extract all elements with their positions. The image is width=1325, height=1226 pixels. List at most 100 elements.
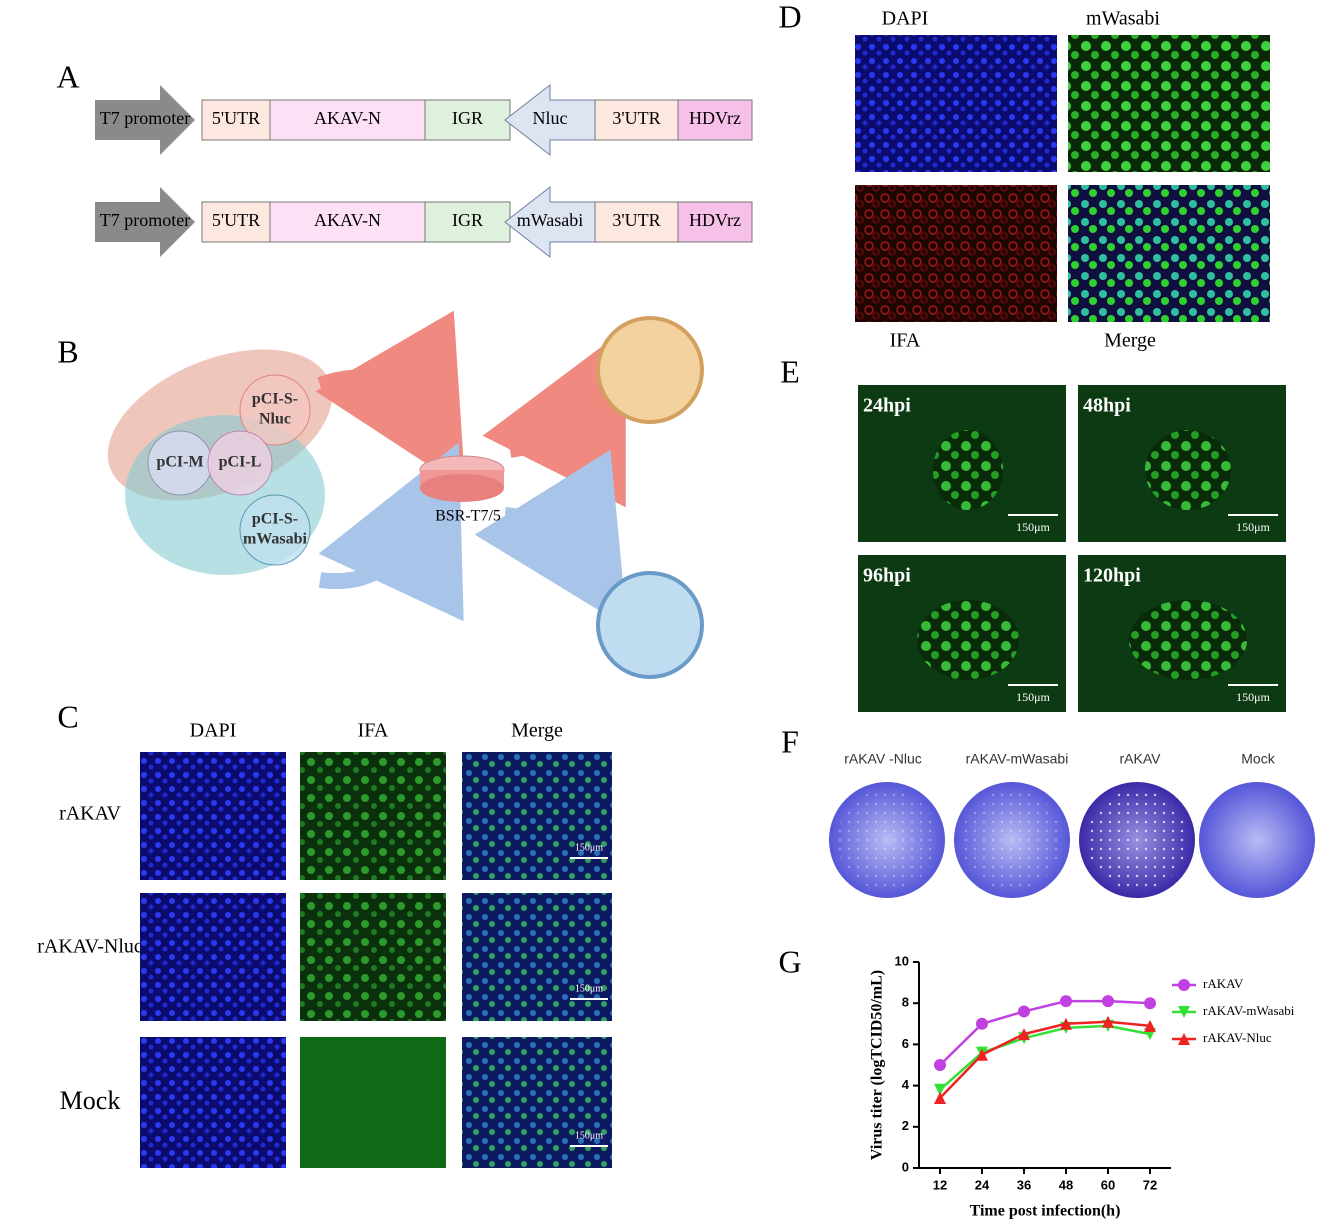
plasmid-label: pCI-M [156, 454, 203, 471]
scale-bar-label: 150μm [1236, 520, 1270, 534]
scale-bar-label: 150μm [1236, 690, 1270, 704]
series-line [939, 1024, 1151, 1091]
gene-box [269, 99, 426, 141]
gene-label: AKAV-N [314, 210, 381, 230]
timepoint-label: 96hpi [863, 565, 911, 587]
row-label: rAKAV [59, 803, 121, 825]
x-axis-label: Time post infection(h) [970, 1203, 1121, 1220]
gene-box [677, 201, 753, 243]
panel-b-art [107, 310, 704, 679]
timepoint-label: 120hpi [1083, 565, 1141, 587]
gene-label: HDVrz [689, 108, 741, 128]
image-label: mWasabi [1086, 8, 1160, 30]
micrograph [140, 1037, 286, 1168]
promoter-arrow [95, 85, 195, 155]
gene-label: IGR [452, 108, 483, 128]
x-tick-label: 60 [1101, 1177, 1115, 1192]
promoter-arrow [95, 187, 195, 257]
y-tick-label: 2 [902, 1118, 909, 1133]
series-line [939, 999, 1151, 1066]
legend-label: rAKAV-mWasabi [1203, 1003, 1295, 1018]
image-label: Merge [1104, 330, 1156, 352]
legend-label: rAKAV [1203, 976, 1244, 991]
plasmid-label: Nluc [259, 411, 291, 428]
row-label: rAKAV-Nluc [37, 936, 143, 958]
gene-box [677, 99, 753, 141]
micrograph [462, 752, 612, 880]
reporter-label: mWasabi [517, 210, 584, 230]
micrograph [855, 35, 1057, 172]
micrograph [1068, 35, 1270, 172]
gene-box [269, 201, 426, 243]
plasmid-label: pCI-S- [252, 511, 298, 528]
gene-label: HDVrz [689, 210, 741, 230]
plasmid-label: pCI-S- [252, 391, 298, 408]
image-label: DAPI [882, 8, 929, 30]
y-tick-label: 0 [902, 1159, 909, 1174]
plate-label: rAKAV-mWasabi [966, 751, 1069, 767]
panel-label: F [781, 723, 799, 759]
cell-cluster [933, 430, 1003, 510]
scale-bar-label: 150μm [1016, 520, 1050, 534]
point [1060, 995, 1072, 1008]
scale-bar-label: 150μm [575, 842, 603, 853]
gene-label: AKAV-N [314, 108, 381, 128]
y-axis-label: Virus titer (logTCID50/mL) [869, 970, 886, 1160]
point [1060, 1017, 1072, 1030]
column-label: DAPI [190, 720, 237, 742]
point [1144, 1019, 1156, 1032]
micrograph [462, 1037, 612, 1168]
y-tick-label: 6 [902, 1036, 909, 1051]
promoter-label: T7 promoter [100, 210, 190, 230]
micrograph [300, 752, 446, 880]
plasmid-label: mWasabi [243, 531, 308, 548]
gene-label: 3'UTR [612, 108, 660, 128]
x-tick-label: 72 [1143, 1177, 1157, 1192]
gene-box [594, 201, 679, 243]
point [1102, 1015, 1114, 1028]
point [1178, 979, 1190, 991]
x-tick-label: 24 [975, 1177, 990, 1192]
column-label: IFA [358, 720, 389, 742]
plaque-plate [1199, 782, 1315, 898]
micrograph [140, 893, 286, 1021]
column-label: Merge [511, 720, 563, 742]
panel-label: A [56, 58, 79, 94]
gene-label: 5'UTR [212, 210, 260, 230]
panel-label: B [57, 333, 78, 369]
panel-label: D [778, 0, 801, 34]
point [934, 1083, 946, 1096]
point [976, 1048, 988, 1061]
image-label: IFA [890, 330, 921, 352]
scale-bar-label: 150μm [1016, 690, 1050, 704]
panel-label: E [780, 353, 800, 389]
gene-box [201, 201, 271, 243]
gene-box [201, 99, 271, 141]
timepoint-label: 48hpi [1083, 395, 1131, 417]
panel-label: C [57, 698, 78, 734]
plate-label: Mock [1241, 751, 1275, 767]
scale-bar-label: 150μm [575, 1130, 603, 1141]
point [1178, 1006, 1190, 1018]
cell-label: BSR-T7/5 [435, 508, 501, 525]
micrograph [300, 893, 446, 1021]
cell-cluster [1129, 600, 1247, 680]
point [1018, 1005, 1030, 1018]
point [976, 1017, 988, 1030]
y-tick-label: 8 [902, 995, 909, 1010]
x-tick-label: 48 [1059, 1177, 1073, 1192]
plaques [962, 790, 1062, 890]
micrograph [300, 1037, 446, 1168]
micrograph [140, 752, 286, 880]
y-tick-label: 4 [902, 1077, 910, 1092]
point [1018, 1028, 1030, 1041]
cell-cluster [1145, 430, 1231, 510]
promoter-label: T7 promoter [100, 108, 190, 128]
plaques [837, 790, 937, 890]
gene-label: 5'UTR [212, 108, 260, 128]
legend-label: rAKAV-Nluc [1203, 1030, 1272, 1045]
micrograph [855, 185, 1057, 322]
micrograph [1068, 185, 1270, 322]
point [1178, 1033, 1190, 1045]
point [1144, 997, 1156, 1010]
